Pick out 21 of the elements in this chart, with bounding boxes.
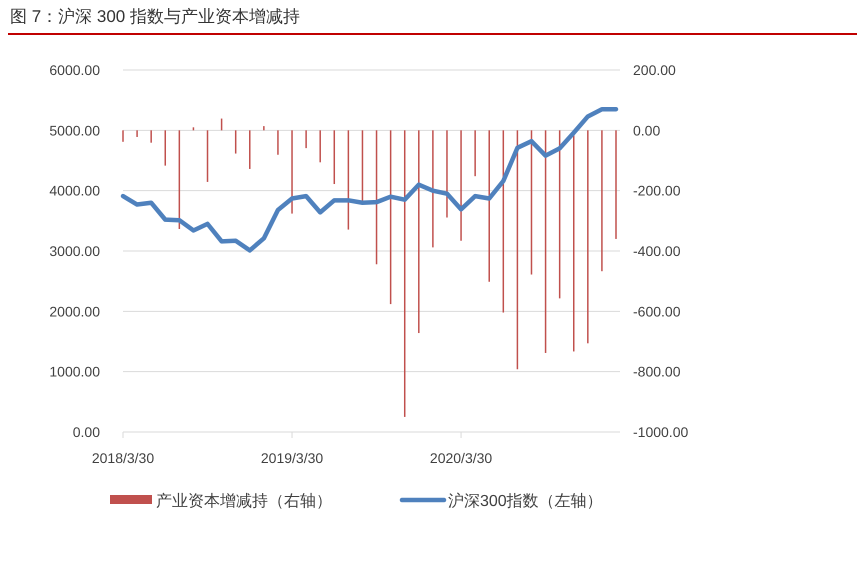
chart-title: 图 7：沪深 300 指数与产业资本增减持: [10, 7, 300, 26]
y2-tick-label: -400.00: [633, 243, 681, 259]
y-tick-label: 4000.00: [49, 182, 100, 199]
y2-tick-label: -1000.00: [633, 424, 688, 440]
line-series: [120, 106, 618, 253]
x-tick-label: 2018/3/30: [92, 450, 154, 466]
y2-tick-label: -200.00: [633, 182, 681, 199]
y2-tick-label: 0.00: [633, 122, 660, 138]
y-tick-label: 1000.00: [49, 364, 100, 380]
legend-label: 沪深300指数（左轴）: [448, 492, 603, 510]
y-tick-label: 5000.00: [49, 122, 100, 138]
x-tick-label: 2019/3/30: [260, 450, 324, 466]
y-tick-label: 3000.00: [49, 243, 100, 259]
x-tick-label: 2020/3/30: [430, 450, 492, 466]
y-tick-label: 6000.00: [49, 62, 100, 78]
y2-tick-label: 200.00: [633, 62, 676, 78]
y2-tick-label: -600.00: [633, 303, 681, 320]
y-tick-label: 2000.00: [49, 303, 100, 320]
y-tick-label: 0.00: [72, 424, 100, 440]
legend-label: 产业资本增减持（右轴）: [156, 492, 332, 510]
y2-tick-label: -800.00: [633, 364, 681, 380]
